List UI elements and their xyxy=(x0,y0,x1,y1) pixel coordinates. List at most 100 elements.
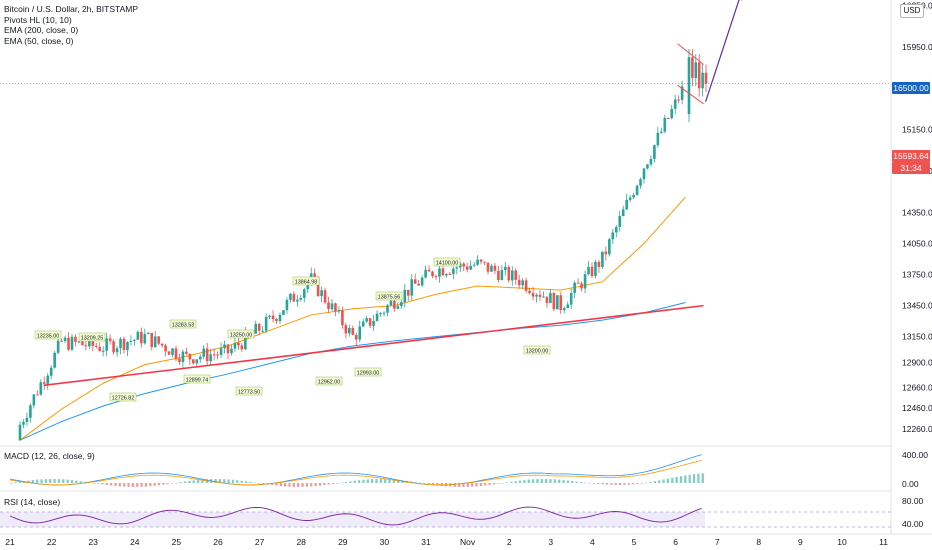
pivot-label-box xyxy=(292,276,320,286)
pivot-label: 13250.00 xyxy=(230,333,252,339)
macd-bar xyxy=(662,479,665,483)
candle-body xyxy=(514,270,518,280)
candle-body xyxy=(341,310,344,326)
macd-bar xyxy=(201,479,204,483)
candle-body xyxy=(330,303,334,310)
macd-bar xyxy=(218,479,221,483)
candle-body xyxy=(587,266,590,275)
candle-body xyxy=(174,348,178,359)
candle-body xyxy=(448,274,452,276)
indicator-ema50[interactable]: EMA (50, close, 0) xyxy=(4,35,74,46)
candle-body xyxy=(639,179,642,186)
candle-body xyxy=(483,261,486,263)
candle-body xyxy=(25,417,29,422)
pivot-label: 13864.98 xyxy=(295,280,317,286)
candle-body xyxy=(472,264,476,266)
candle-body xyxy=(42,382,46,384)
candle-body xyxy=(417,283,420,286)
candle-body xyxy=(663,118,667,132)
rsi-title[interactable]: RSI (14, close) xyxy=(4,497,61,507)
macd-histogram xyxy=(9,454,704,526)
pivot-label-box xyxy=(375,291,403,301)
candle-body xyxy=(129,340,133,342)
candle-body xyxy=(223,344,226,349)
macd-bar xyxy=(471,483,474,487)
candle-body xyxy=(105,338,108,351)
macd-bar xyxy=(627,483,630,485)
candle-body xyxy=(628,197,632,200)
candle-body xyxy=(60,340,63,342)
macd-bar xyxy=(623,483,626,485)
macd-bar xyxy=(144,483,148,487)
macd-bar xyxy=(679,476,683,483)
candle-body xyxy=(358,326,362,340)
candle-body xyxy=(185,351,188,354)
candle-body xyxy=(316,277,320,297)
time-tick-label: 8 xyxy=(756,537,761,547)
macd-bar xyxy=(675,476,678,483)
macd-title[interactable]: MACD (12, 26, close, 9) xyxy=(4,451,95,461)
candle-body xyxy=(348,327,351,334)
candle-body xyxy=(635,185,639,196)
candle-body xyxy=(268,315,271,317)
price-tick-label: 12460.00 xyxy=(902,403,932,413)
candle-body xyxy=(697,62,701,89)
candle-body xyxy=(379,313,382,315)
candle-body xyxy=(171,348,174,355)
indicator-pivots[interactable]: Pivots HL (10, 10) xyxy=(4,14,72,25)
macd-bar xyxy=(292,483,295,487)
time-tick-label: 30 xyxy=(380,537,390,547)
candle-body xyxy=(261,330,264,332)
macd-bar xyxy=(484,483,487,486)
candle-body xyxy=(552,293,556,310)
macd-bar xyxy=(688,474,691,483)
macd-bar xyxy=(153,483,156,486)
candle-body xyxy=(646,164,649,169)
chart-legend: Bitcoin / U.S. Dollar, 2h, BITSTAMP Pivo… xyxy=(4,4,138,46)
macd-bar xyxy=(658,480,661,483)
macd-bar xyxy=(475,483,478,487)
pivot-label-box xyxy=(183,374,211,384)
macd-bar xyxy=(558,479,561,483)
macd-bar xyxy=(331,483,335,484)
time-tick-label: 23 xyxy=(88,537,98,547)
candle-body xyxy=(84,345,88,347)
candle-body xyxy=(67,337,70,350)
candle-body xyxy=(157,336,160,344)
macd-bar xyxy=(92,483,95,484)
time-tick-label: 10 xyxy=(837,537,847,547)
candle-body xyxy=(500,269,504,280)
macd-bar xyxy=(414,482,417,483)
candle-body xyxy=(535,294,538,297)
candle-body xyxy=(56,340,60,353)
macd-bar xyxy=(127,483,130,487)
candle-body xyxy=(202,348,206,357)
macd-bar xyxy=(305,483,308,487)
macd-bar xyxy=(75,480,78,483)
time-tick-label: 28 xyxy=(296,537,306,547)
macd-bar xyxy=(375,479,378,483)
macd-bar xyxy=(392,479,395,483)
pivot-label: 14100.00 xyxy=(436,261,458,267)
macd-bar xyxy=(27,480,30,483)
currency-badge[interactable]: USD xyxy=(900,4,924,18)
macd-line xyxy=(9,454,702,486)
price-scale[interactable]: 17750.0017250.0016750.0016350.0015950.00… xyxy=(902,0,932,529)
candle-body xyxy=(81,341,84,346)
symbol-title[interactable]: Bitcoin / U.S. Dollar, 2h, BITSTAMP xyxy=(4,4,138,14)
indicator-ema200[interactable]: EMA (200, close, 0) xyxy=(4,25,79,36)
candle-body xyxy=(517,279,521,286)
candle-body xyxy=(178,358,181,363)
macd-bar xyxy=(605,483,609,485)
candle-body xyxy=(625,199,628,210)
macd-bar xyxy=(314,483,317,487)
macd-bar xyxy=(466,483,469,487)
macd-bar xyxy=(505,482,509,484)
candle-body xyxy=(285,299,289,311)
candle-body xyxy=(479,259,483,262)
candle-body xyxy=(493,265,497,271)
macd-bar xyxy=(453,483,456,487)
time-axis[interactable]: 21 22 23 24 25 26 27 28 29 30 31 Nov 2 3 4 5 6 7 8 9 10 11 xyxy=(5,537,888,547)
candle-body xyxy=(195,359,199,364)
